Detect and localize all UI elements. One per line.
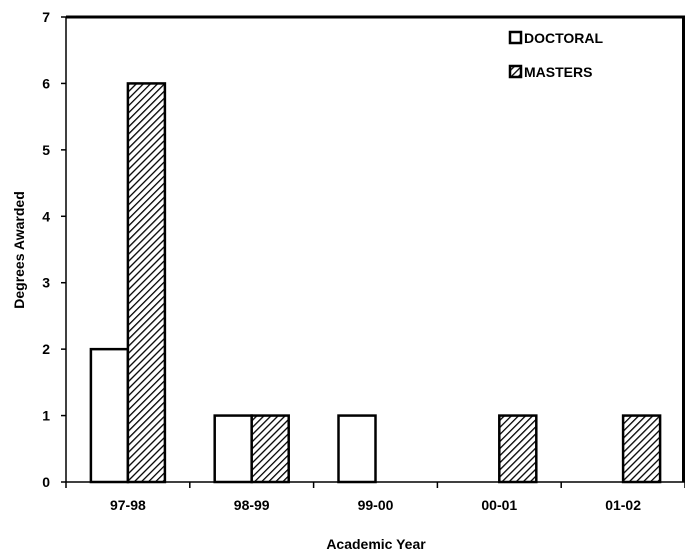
x-axis: 97-98 98-99 99-00 00-01 01-02	[65, 481, 685, 513]
bar-masters-01-02	[621, 414, 662, 484]
x-axis-label: Academic Year	[326, 536, 426, 552]
legend: DOCTORAL MASTERS	[508, 30, 604, 80]
x-tick-label: 00-01	[481, 497, 517, 513]
bar-masters-97-98	[126, 82, 167, 484]
x-tick-label: 01-02	[605, 497, 641, 513]
y-tick-label: 4	[42, 208, 50, 224]
legend-swatch-masters	[508, 64, 523, 79]
y-tick-label: 5	[42, 142, 50, 158]
y-tick-label: 1	[42, 408, 50, 424]
legend-label-masters: MASTERS	[524, 64, 592, 80]
y-axis: 0 1 2 3 4 5 6 7	[42, 9, 67, 490]
y-axis-label: Degrees Awarded	[11, 191, 27, 309]
bar-doctoral-98-99	[213, 414, 253, 484]
plot-area	[66, 15, 685, 482]
legend-swatch-doctoral	[508, 30, 523, 45]
x-tick-label: 99-00	[358, 497, 394, 513]
x-tick-label: 97-98	[110, 497, 146, 513]
y-tick-label: 6	[42, 75, 50, 91]
y-tick-label: 3	[42, 275, 50, 291]
x-tick-label: 98-99	[234, 497, 270, 513]
y-tick-label: 0	[42, 474, 50, 490]
bars	[89, 82, 662, 484]
y-tick-label: 7	[42, 9, 50, 25]
bar-masters-98-99	[250, 414, 290, 484]
bar-doctoral-99-00	[337, 414, 377, 484]
bar-masters-00-01	[498, 414, 538, 484]
legend-label-doctoral: DOCTORAL	[524, 30, 604, 46]
y-tick-label: 2	[42, 341, 50, 357]
bar-doctoral-97-98	[89, 347, 130, 484]
